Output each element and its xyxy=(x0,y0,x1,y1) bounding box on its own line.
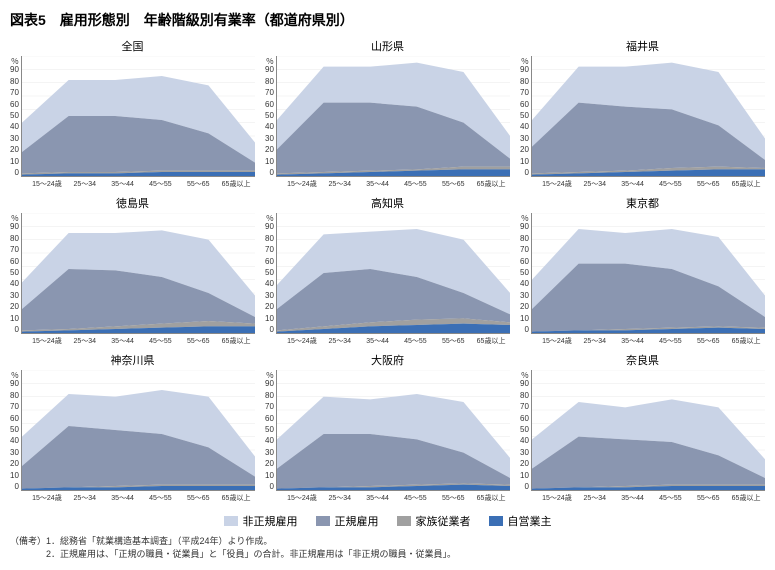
chart-panel: 東京都 ％ 9080706050403020100 15～24歳25～3435～… xyxy=(520,195,765,346)
plot-area xyxy=(531,370,765,491)
plot-area xyxy=(531,56,765,177)
plot-area xyxy=(21,213,255,334)
x-axis: 15～24歳25～3435～4445～5555～6565歳以上 xyxy=(283,336,510,346)
legend: 非正規雇用 正規雇用 家族従業者 自営業主 xyxy=(10,513,765,529)
x-axis: 15～24歳25～3435～4445～5555～6565歳以上 xyxy=(28,336,255,346)
chart-panel: 奈良県 ％ 9080706050403020100 15～24歳25～3435～… xyxy=(520,352,765,503)
chart-panel: 徳島県 ％ 9080706050403020100 15～24歳25～3435～… xyxy=(10,195,255,346)
legend-label: 家族従業者 xyxy=(416,513,471,529)
y-axis: ％ 9080706050403020100 xyxy=(265,56,276,177)
chart-panel: 山形県 ％ 9080706050403020100 15～24歳25～3435～… xyxy=(265,38,510,189)
legend-swatch xyxy=(489,516,503,526)
legend-item: 非正規雇用 xyxy=(224,513,298,529)
y-axis: ％ 9080706050403020100 xyxy=(10,213,21,334)
panel-title: 大阪府 xyxy=(265,352,510,368)
legend-swatch xyxy=(316,516,330,526)
panel-title: 山形県 xyxy=(265,38,510,54)
y-axis: ％ 9080706050403020100 xyxy=(265,370,276,491)
panel-title: 東京都 xyxy=(520,195,765,211)
panel-title: 奈良県 xyxy=(520,352,765,368)
legend-label: 正規雇用 xyxy=(335,513,379,529)
panel-title: 高知県 xyxy=(265,195,510,211)
chart-panel: 福井県 ％ 9080706050403020100 15～24歳25～3435～… xyxy=(520,38,765,189)
legend-item: 家族従業者 xyxy=(397,513,471,529)
y-axis: ％ 9080706050403020100 xyxy=(520,370,531,491)
plot-area xyxy=(21,56,255,177)
y-axis: ％ 9080706050403020100 xyxy=(265,213,276,334)
chart-panel: 神奈川県 ％ 9080706050403020100 15～24歳25～3435… xyxy=(10,352,255,503)
x-axis: 15～24歳25～3435～4445～5555～6565歳以上 xyxy=(28,179,255,189)
legend-label: 自営業主 xyxy=(508,513,552,529)
legend-item: 正規雇用 xyxy=(316,513,379,529)
plot-area xyxy=(276,370,510,491)
legend-item: 自営業主 xyxy=(489,513,552,529)
y-axis: ％ 9080706050403020100 xyxy=(520,213,531,334)
footnotes: （備考）1．総務省「就業構造基本調査」（平成24年）より作成。 2．正規雇用は、… xyxy=(10,535,765,560)
x-axis: 15～24歳25～3435～4445～5555～6565歳以上 xyxy=(28,493,255,503)
x-axis: 15～24歳25～3435～4445～5555～6565歳以上 xyxy=(538,179,765,189)
y-axis: ％ 9080706050403020100 xyxy=(10,56,21,177)
y-axis: ％ 9080706050403020100 xyxy=(10,370,21,491)
chart-panel: 全国 ％ 9080706050403020100 15～24歳25～3435～4… xyxy=(10,38,255,189)
legend-label: 非正規雇用 xyxy=(243,513,298,529)
x-axis: 15～24歳25～3435～4445～5555～6565歳以上 xyxy=(538,336,765,346)
panel-grid: 全国 ％ 9080706050403020100 15～24歳25～3435～4… xyxy=(10,38,765,503)
legend-swatch xyxy=(397,516,411,526)
panel-title: 徳島県 xyxy=(10,195,255,211)
chart-panel: 高知県 ％ 9080706050403020100 15～24歳25～3435～… xyxy=(265,195,510,346)
legend-swatch xyxy=(224,516,238,526)
panel-title: 神奈川県 xyxy=(10,352,255,368)
x-axis: 15～24歳25～3435～4445～5555～6565歳以上 xyxy=(283,179,510,189)
y-axis: ％ 9080706050403020100 xyxy=(520,56,531,177)
chart-panel: 大阪府 ％ 9080706050403020100 15～24歳25～3435～… xyxy=(265,352,510,503)
plot-area xyxy=(276,213,510,334)
plot-area xyxy=(21,370,255,491)
plot-area xyxy=(276,56,510,177)
panel-title: 全国 xyxy=(10,38,255,54)
x-axis: 15～24歳25～3435～4445～5555～6565歳以上 xyxy=(538,493,765,503)
panel-title: 福井県 xyxy=(520,38,765,54)
figure-title: 図表5 雇用形態別 年齢階級別有業率（都道府県別） xyxy=(10,10,765,30)
plot-area xyxy=(531,213,765,334)
x-axis: 15～24歳25～3435～4445～5555～6565歳以上 xyxy=(283,493,510,503)
